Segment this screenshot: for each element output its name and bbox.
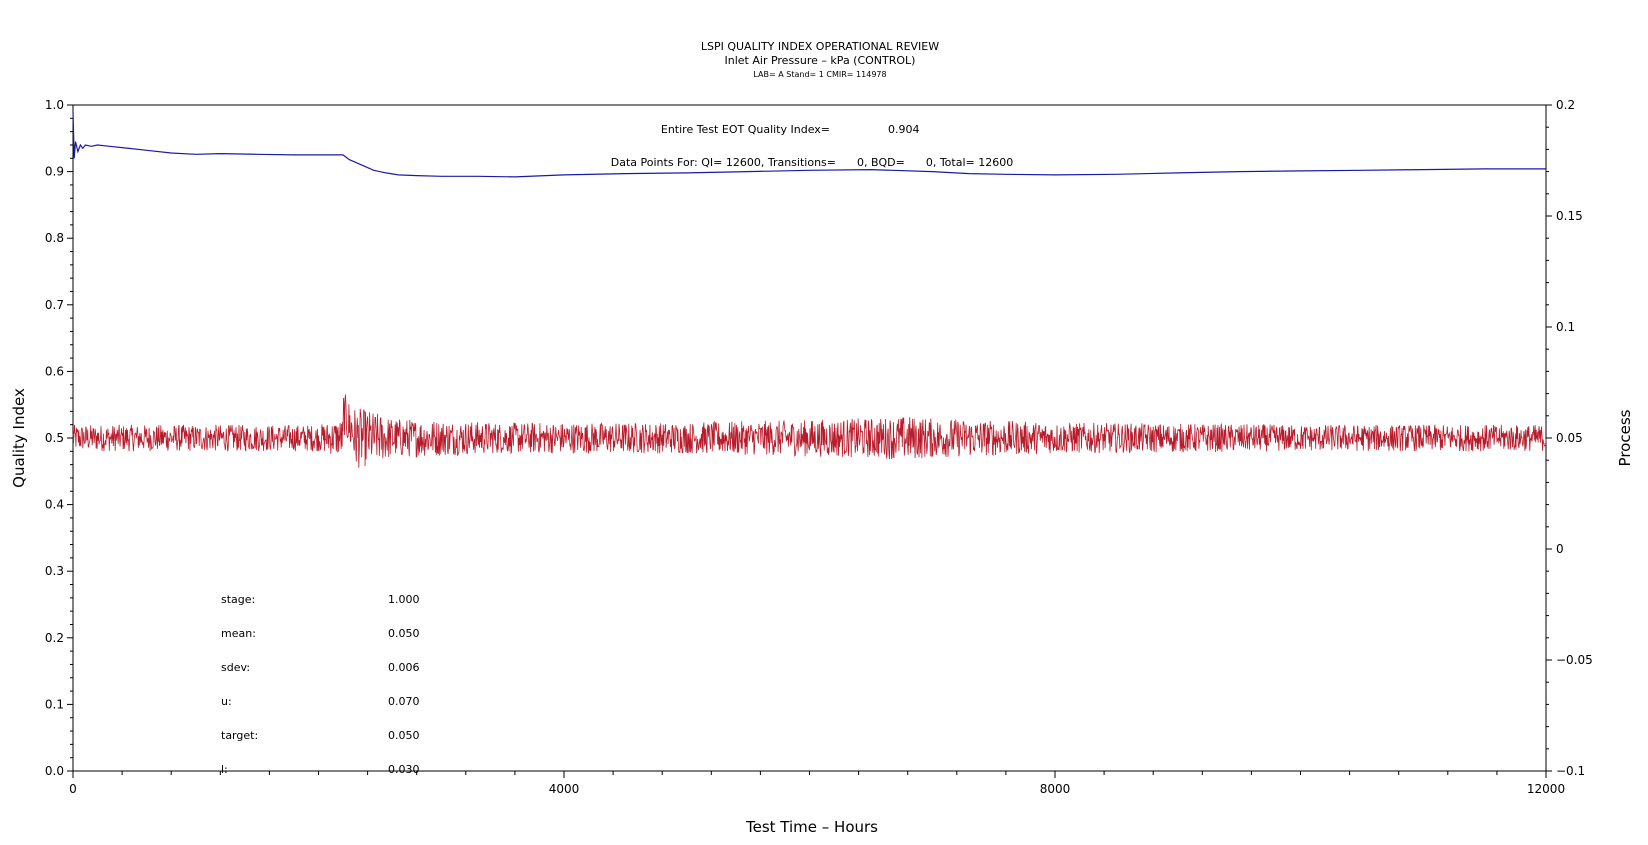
stat-label: mean: [221,627,256,640]
eot-quality-value: 0.904 [888,123,920,136]
y2-tick-label: 0.15 [1556,209,1583,223]
y2-tick-label: −0.1 [1556,764,1585,778]
stat-value: 0.050 [388,729,420,742]
stat-label: stage: [221,593,255,606]
y-tick-label: 0.0 [45,764,64,778]
series-process-line [72,394,1547,468]
y-tick-label: 0.9 [45,165,64,179]
data-points-annotation: Data Points For: QI= 12600, Transitions=… [611,156,1013,169]
x-axis: 0 4000 8000 12000 [69,771,1565,796]
series-quality-index-line [72,111,1546,178]
y-axis-right: −0.1 −0.05 0 0.05 0.1 0.15 0.2 [1546,98,1593,778]
stat-value: 0.050 [388,627,420,640]
chart-subtitle-small: LAB= A Stand= 1 CMIR= 114978 [753,70,886,79]
stat-value: 0.030 [388,763,420,776]
eot-quality-label: Entire Test EOT Quality Index= [661,123,830,136]
y2-axis-label: Process [1616,409,1634,466]
y-tick-label: 0.4 [45,498,64,512]
x-tick-label: 8000 [1040,782,1071,796]
y2-tick-label: 0.2 [1556,98,1575,112]
y2-tick-label: −0.05 [1556,653,1593,667]
y-axis-label: Quality Index [10,388,28,488]
y-tick-label: 0.5 [45,431,64,445]
y2-tick-label: 0.05 [1556,431,1583,445]
stat-value: 0.070 [388,695,420,708]
stat-value: 0.006 [388,661,420,674]
stat-value: 1.000 [388,593,420,606]
y-tick-label: 0.7 [45,298,64,312]
x-tick-label: 12000 [1527,782,1565,796]
x-axis-label: Test Time – Hours [745,818,878,836]
y2-tick-label: 0.1 [1556,320,1575,334]
y-tick-label: 0.2 [45,631,64,645]
stat-label: u: [221,695,232,708]
x-tick-label: 0 [69,782,77,796]
x-tick-label: 4000 [549,782,580,796]
y2-tick-label: 0 [1556,542,1564,556]
y-tick-label: 0.8 [45,231,64,245]
y-tick-label: 0.1 [45,697,64,711]
stats-block: stage: 1.000 mean: 0.050 sdev: 0.006 u: 0.070 ta… [221,593,420,776]
chart-subtitle: Inlet Air Pressure – kPa (CONTROL) [725,54,916,67]
stat-label: sdev: [221,661,250,674]
y-tick-label: 0.6 [45,364,64,378]
stat-label: target: [221,729,258,742]
stat-label: l: [221,763,228,776]
chart-title: LSPI QUALITY INDEX OPERATIONAL REVIEW [701,40,939,53]
y-tick-label: 1.0 [45,98,64,112]
y-axis-left: 0.0 0.1 0.2 0.3 0.4 0.5 0.6 0.7 0.8 0.9 1.0 [45,98,73,778]
y-tick-label: 0.3 [45,564,64,578]
